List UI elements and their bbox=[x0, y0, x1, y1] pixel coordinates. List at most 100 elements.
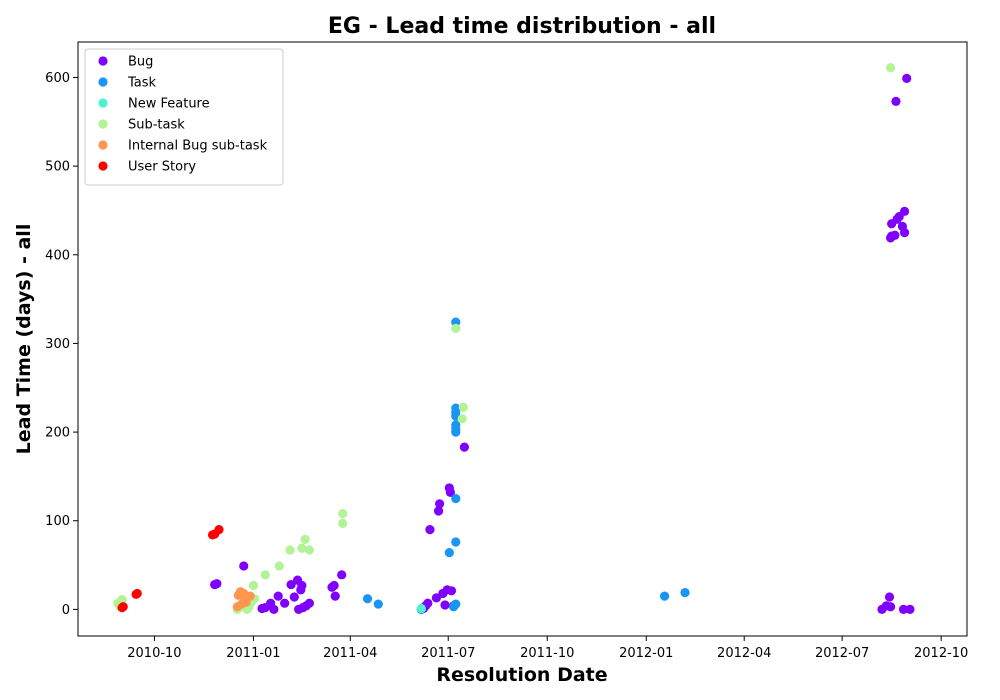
legend-marker bbox=[98, 161, 108, 171]
legend-label: Bug bbox=[128, 55, 153, 70]
y-axis-label: Lead Time (days) - all bbox=[13, 224, 35, 455]
data-point bbox=[885, 63, 896, 73]
legend: Bug Task New Feature Sub-task Internal Bug s… bbox=[84, 48, 284, 186]
x-tick-label: 2011-07 bbox=[421, 646, 475, 661]
data-point bbox=[891, 96, 901, 106]
x-axis-label: Resolution Date bbox=[436, 664, 607, 686]
x-tick-label: 2011-01 bbox=[226, 646, 280, 661]
data-point bbox=[459, 442, 469, 452]
data-point bbox=[899, 228, 910, 238]
data-point bbox=[248, 580, 259, 591]
data-point bbox=[214, 525, 224, 535]
data-point bbox=[451, 537, 461, 547]
data-point bbox=[260, 570, 270, 580]
data-point bbox=[905, 604, 915, 615]
data-point bbox=[451, 323, 461, 333]
data-point bbox=[902, 73, 912, 83]
legend-marker bbox=[98, 140, 108, 150]
y-tick-label: 300 bbox=[45, 337, 70, 352]
legend-marker bbox=[98, 77, 108, 87]
data-point bbox=[300, 534, 310, 544]
y-tick-label: 100 bbox=[45, 514, 70, 529]
data-point bbox=[338, 518, 348, 529]
data-point bbox=[885, 602, 896, 612]
data-point bbox=[304, 598, 314, 608]
series-bug bbox=[210, 73, 915, 615]
plot-frame bbox=[77, 41, 968, 637]
data-point bbox=[118, 602, 128, 612]
data-point bbox=[297, 543, 307, 553]
data-point bbox=[304, 545, 314, 555]
data-point bbox=[274, 561, 284, 571]
series-internal-bug-sub-task bbox=[232, 587, 255, 612]
data-point bbox=[285, 545, 295, 555]
data-point bbox=[289, 592, 299, 602]
data-point bbox=[445, 487, 455, 497]
y-tick-label: 400 bbox=[45, 248, 70, 263]
data-point bbox=[898, 604, 909, 615]
data-point bbox=[297, 580, 307, 591]
x-tick-label: 2012-07 bbox=[815, 646, 869, 661]
data-point bbox=[425, 525, 435, 535]
data-point bbox=[899, 206, 910, 216]
axes: 0 100 200 300 400 500 600 2010-10 2011-01 2011-04… bbox=[45, 71, 968, 661]
data-point bbox=[431, 593, 441, 603]
data-point bbox=[451, 493, 461, 504]
data-point bbox=[273, 591, 283, 601]
legend-marker bbox=[98, 98, 108, 108]
plot-area bbox=[113, 63, 915, 615]
data-point bbox=[212, 579, 222, 589]
x-tick-label: 2012-01 bbox=[619, 646, 673, 661]
data-point bbox=[884, 592, 895, 602]
data-point bbox=[457, 414, 467, 424]
data-point bbox=[435, 499, 445, 509]
y-tick-label: 600 bbox=[45, 71, 70, 86]
data-point bbox=[329, 580, 339, 591]
chart-title: EG - Lead time distribution - all bbox=[328, 14, 716, 39]
legend-box bbox=[84, 48, 284, 186]
data-point bbox=[444, 548, 454, 558]
y-tick-label: 0 bbox=[62, 603, 70, 618]
data-point bbox=[280, 598, 290, 608]
legend-label: Task bbox=[127, 76, 157, 91]
data-point bbox=[451, 420, 461, 430]
data-point bbox=[451, 403, 461, 413]
data-point bbox=[680, 587, 690, 598]
legend-label: Internal Bug sub-task bbox=[128, 139, 268, 154]
data-point bbox=[451, 599, 461, 609]
data-point bbox=[423, 598, 433, 608]
legend-label: User Story bbox=[128, 160, 196, 175]
data-point bbox=[446, 586, 457, 596]
data-point bbox=[440, 600, 450, 610]
y-tick-label: 500 bbox=[45, 160, 70, 175]
series-new-feature bbox=[416, 603, 426, 614]
x-tick-label: 2012-04 bbox=[717, 646, 771, 661]
data-point bbox=[286, 579, 296, 590]
data-point bbox=[337, 570, 347, 580]
data-point bbox=[362, 594, 373, 604]
series-user-story bbox=[117, 525, 224, 613]
data-point bbox=[132, 588, 142, 599]
data-point bbox=[117, 595, 127, 605]
data-point bbox=[239, 561, 249, 571]
legend-marker bbox=[98, 119, 108, 129]
data-point bbox=[416, 603, 426, 614]
x-tick-label: 2011-10 bbox=[520, 646, 574, 661]
legend-label: Sub-task bbox=[128, 118, 185, 133]
data-point bbox=[659, 591, 670, 601]
data-point bbox=[433, 506, 444, 516]
x-tick-label: 2011-04 bbox=[323, 646, 377, 661]
x-tick-label: 2012-10 bbox=[914, 646, 968, 661]
legend-label: New Feature bbox=[128, 97, 210, 112]
data-point bbox=[373, 599, 383, 609]
data-point bbox=[330, 591, 340, 601]
data-point bbox=[338, 509, 348, 519]
legend-marker bbox=[98, 56, 108, 66]
x-tick-label: 2010-10 bbox=[127, 646, 181, 661]
data-point bbox=[269, 604, 279, 615]
data-point bbox=[890, 230, 900, 240]
y-tick-label: 200 bbox=[45, 426, 70, 441]
data-point bbox=[245, 591, 255, 601]
data-point bbox=[458, 402, 468, 412]
